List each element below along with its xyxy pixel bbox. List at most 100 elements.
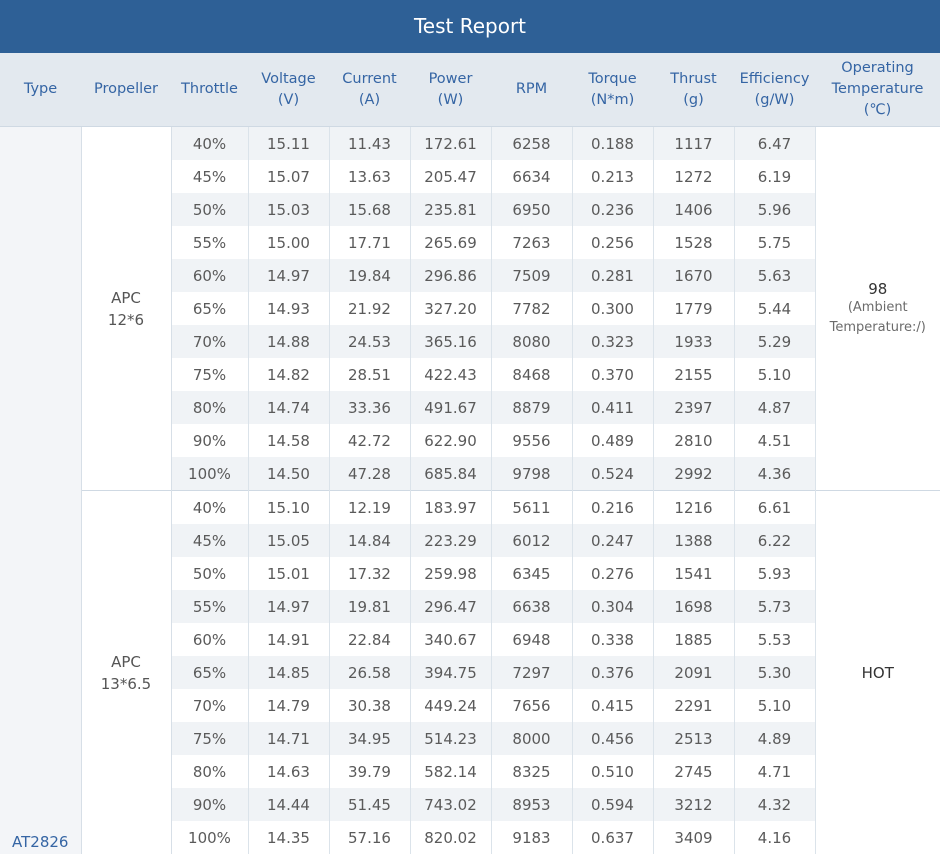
voltage-cell: 14.35 <box>248 821 329 854</box>
throttle-cell: 55% <box>171 590 248 623</box>
current-cell: 19.84 <box>329 259 410 292</box>
header-torque: Torque(N*m) <box>572 53 653 127</box>
current-cell: 42.72 <box>329 424 410 457</box>
efficiency-cell: 5.96 <box>734 193 815 226</box>
efficiency-cell: 4.87 <box>734 391 815 424</box>
header-efficiency: Efficiency (g/W) <box>734 53 815 127</box>
propeller-brand: APC <box>111 289 141 307</box>
power-cell: 365.16 <box>410 325 491 358</box>
rpm-cell: 8080 <box>491 325 572 358</box>
voltage-cell: 15.07 <box>248 160 329 193</box>
torque-cell: 0.256 <box>572 226 653 259</box>
propeller-cell: APC 12*6 <box>81 127 171 491</box>
current-cell: 57.16 <box>329 821 410 854</box>
current-cell: 22.84 <box>329 623 410 656</box>
power-cell: 265.69 <box>410 226 491 259</box>
torque-cell: 0.304 <box>572 590 653 623</box>
header-current: Current (A) <box>329 53 410 127</box>
type-cell: AT2826 <box>0 127 81 854</box>
header-unit: (W) <box>438 92 464 108</box>
rpm-cell: 6948 <box>491 623 572 656</box>
rpm-cell: 7782 <box>491 292 572 325</box>
propeller-size: 13*6.5 <box>101 675 151 693</box>
throttle-cell: 50% <box>171 193 248 226</box>
header-unit: (g) <box>683 92 704 108</box>
voltage-cell: 15.03 <box>248 193 329 226</box>
throttle-cell: 90% <box>171 424 248 457</box>
thrust-cell: 2810 <box>653 424 734 457</box>
voltage-cell: 15.00 <box>248 226 329 259</box>
voltage-cell: 14.44 <box>248 788 329 821</box>
throttle-cell: 70% <box>171 689 248 722</box>
rpm-cell: 8953 <box>491 788 572 821</box>
header-label: Voltage <box>261 71 315 87</box>
current-cell: 12.19 <box>329 491 410 525</box>
power-cell: 394.75 <box>410 656 491 689</box>
voltage-cell: 14.71 <box>248 722 329 755</box>
thrust-cell: 2397 <box>653 391 734 424</box>
torque-cell: 0.637 <box>572 821 653 854</box>
rpm-cell: 6012 <box>491 524 572 557</box>
voltage-cell: 15.01 <box>248 557 329 590</box>
torque-cell: 0.338 <box>572 623 653 656</box>
power-cell: 327.20 <box>410 292 491 325</box>
thrust-cell: 1272 <box>653 160 734 193</box>
throttle-cell: 55% <box>171 226 248 259</box>
rpm-cell: 6950 <box>491 193 572 226</box>
propeller-cell: APC 13*6.5 <box>81 491 171 854</box>
thrust-cell: 2291 <box>653 689 734 722</box>
voltage-cell: 14.74 <box>248 391 329 424</box>
efficiency-cell: 6.47 <box>734 127 815 161</box>
power-cell: 449.24 <box>410 689 491 722</box>
power-cell: 172.61 <box>410 127 491 161</box>
efficiency-cell: 4.16 <box>734 821 815 854</box>
rpm-cell: 8000 <box>491 722 572 755</box>
header-unit: (A) <box>359 92 380 108</box>
power-cell: 491.67 <box>410 391 491 424</box>
current-cell: 26.58 <box>329 656 410 689</box>
temperature-cell: HOT <box>815 491 940 854</box>
power-cell: 422.43 <box>410 358 491 391</box>
current-cell: 47.28 <box>329 457 410 491</box>
thrust-cell: 2155 <box>653 358 734 391</box>
throttle-cell: 45% <box>171 524 248 557</box>
efficiency-cell: 6.61 <box>734 491 815 525</box>
propeller-size: 12*6 <box>108 311 144 329</box>
efficiency-cell: 6.19 <box>734 160 815 193</box>
current-cell: 21.92 <box>329 292 410 325</box>
thrust-cell: 1117 <box>653 127 734 161</box>
thrust-cell: 1670 <box>653 259 734 292</box>
throttle-cell: 40% <box>171 491 248 525</box>
header-label: Current <box>342 71 396 87</box>
thrust-cell: 1885 <box>653 623 734 656</box>
efficiency-cell: 4.71 <box>734 755 815 788</box>
throttle-cell: 75% <box>171 722 248 755</box>
throttle-cell: 80% <box>171 391 248 424</box>
rpm-cell: 6258 <box>491 127 572 161</box>
voltage-cell: 14.85 <box>248 656 329 689</box>
rpm-cell: 8468 <box>491 358 572 391</box>
power-cell: 205.47 <box>410 160 491 193</box>
header-unit: (g/W) <box>755 92 795 108</box>
efficiency-cell: 5.93 <box>734 557 815 590</box>
temperature-value: HOT <box>816 664 940 682</box>
torque-cell: 0.281 <box>572 259 653 292</box>
voltage-cell: 14.79 <box>248 689 329 722</box>
torque-cell: 0.489 <box>572 424 653 457</box>
rpm-cell: 7297 <box>491 656 572 689</box>
current-cell: 34.95 <box>329 722 410 755</box>
throttle-cell: 40% <box>171 127 248 161</box>
header-thrust: Thrust(g) <box>653 53 734 127</box>
efficiency-cell: 5.10 <box>734 689 815 722</box>
rpm-cell: 6634 <box>491 160 572 193</box>
voltage-cell: 14.88 <box>248 325 329 358</box>
header-unit: (N*m) <box>591 92 635 108</box>
propeller-brand: APC <box>111 653 141 671</box>
power-cell: 514.23 <box>410 722 491 755</box>
header-label: Efficiency <box>740 71 810 87</box>
voltage-cell: 14.93 <box>248 292 329 325</box>
header-label: Temperature <box>832 81 924 97</box>
